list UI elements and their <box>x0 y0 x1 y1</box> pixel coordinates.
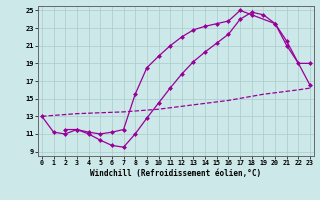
X-axis label: Windchill (Refroidissement éolien,°C): Windchill (Refroidissement éolien,°C) <box>91 169 261 178</box>
